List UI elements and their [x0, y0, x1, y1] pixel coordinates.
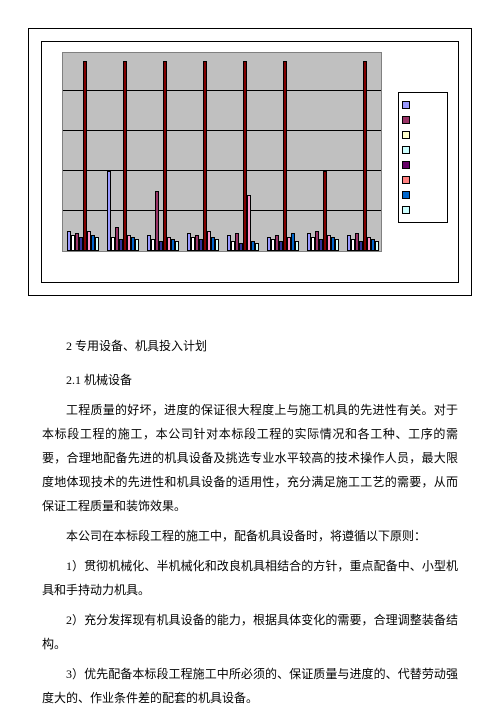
legend-swatch: [402, 116, 410, 124]
chart-bar: [363, 61, 367, 251]
heading-2: 2 专用设备、机具投入计划: [42, 334, 458, 358]
legend-item: [402, 98, 444, 112]
chart-bar: [83, 61, 87, 251]
chart-plot-area: [62, 52, 382, 252]
chart-bar: [375, 241, 379, 251]
x-tick: [361, 254, 363, 268]
legend-swatch: [402, 146, 410, 154]
chart-bar: [175, 241, 179, 251]
chart-bar: [123, 61, 127, 251]
legend-item: [402, 188, 444, 202]
legend-item: [402, 158, 444, 172]
paragraph: 本公司在本标段工程的施工中，配备机具设备时，将遵循以下原则：: [42, 524, 458, 548]
chart-legend: [398, 92, 448, 223]
legend-item: [402, 128, 444, 142]
chart-bar: [135, 239, 139, 251]
legend-item: [402, 173, 444, 187]
legend-item: [402, 203, 444, 217]
chart-bar: [163, 61, 167, 251]
chart-outer-frame: [28, 28, 472, 296]
document-body: 2 专用设备、机具投入计划 2.1 机械设备 工程质量的好坏，进度的保证很大程度…: [42, 324, 458, 716]
legend-swatch: [402, 191, 410, 199]
paragraph: 2）充分发挥现有机具设备的能力，根据具体变化的需要，合理调整装备结构。: [42, 608, 458, 656]
legend-item: [402, 113, 444, 127]
x-tick: [121, 254, 123, 268]
chart-gridline: [63, 90, 381, 91]
x-tick: [201, 254, 203, 268]
chart-bar: [283, 61, 287, 251]
chart-inner-frame: [41, 41, 459, 283]
legend-swatch: [402, 176, 410, 184]
x-tick: [81, 254, 83, 268]
legend-swatch: [402, 131, 410, 139]
legend-item: [402, 143, 444, 157]
chart-bar: [95, 237, 99, 251]
x-tick: [281, 254, 283, 268]
paragraph: 3）优先配备本标段工程施工中所必须的、保证质量与进度的、代替劳动强度大的、作业条…: [42, 662, 458, 710]
paragraph: 1）贯彻机械化、半机械化和改良机具相结合的方针，重点配备中、小型机具和手持动力机…: [42, 554, 458, 602]
legend-swatch: [402, 161, 410, 169]
chart-bar: [295, 241, 299, 251]
paragraph: 工程质量的好坏，进度的保证很大程度上与施工机具的先进性有关。对于本标段工程的施工…: [42, 398, 458, 518]
x-tick: [161, 254, 163, 268]
x-tick: [321, 254, 323, 268]
chart-gridline: [63, 130, 381, 131]
chart-x-axis: [62, 254, 382, 268]
legend-swatch: [402, 206, 410, 214]
chart-bar: [255, 243, 259, 251]
chart-bar: [215, 239, 219, 251]
heading-2-1: 2.1 机械设备: [42, 368, 458, 392]
legend-swatch: [402, 101, 410, 109]
x-tick: [241, 254, 243, 268]
chart-bar: [203, 61, 207, 251]
chart-bar: [335, 239, 339, 251]
